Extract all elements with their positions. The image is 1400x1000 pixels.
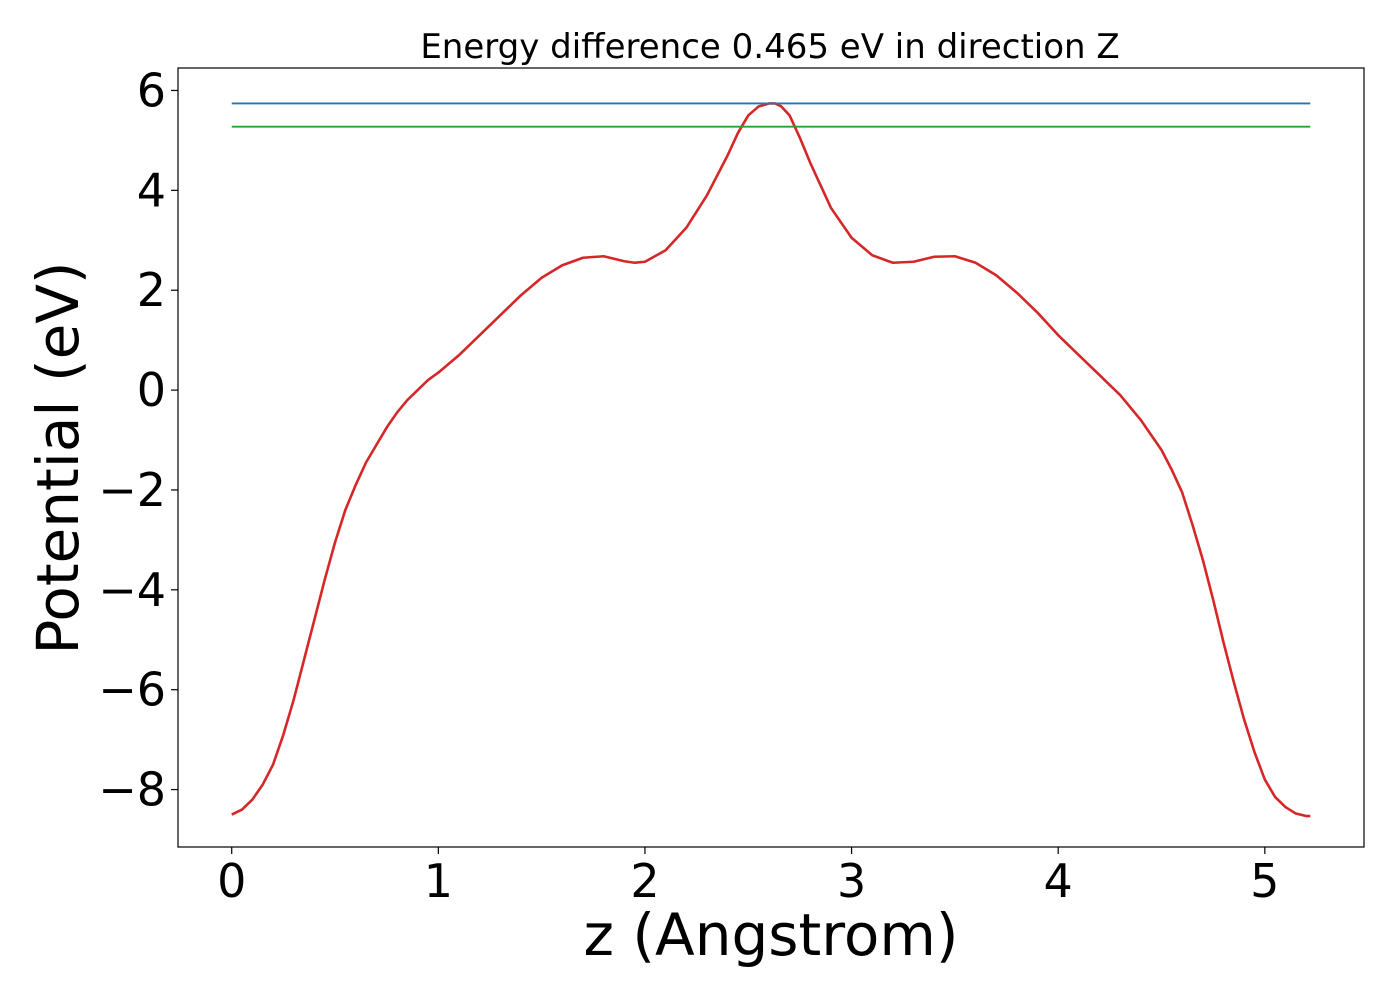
y-tick-label: −4	[98, 563, 166, 617]
y-axis-label: Potential (eV)	[24, 261, 92, 654]
y-tick-label: −6	[98, 663, 166, 717]
series-layer	[231, 102, 1311, 818]
y-tick-label: 4	[137, 163, 166, 217]
chart-title: Energy difference 0.465 eV in direction …	[420, 27, 1119, 67]
y-tick-label: −8	[98, 763, 166, 817]
x-tick-label: 5	[1250, 854, 1279, 908]
y-tick-label: 6	[137, 63, 166, 117]
y-tick-label: 2	[137, 263, 166, 317]
y-tick-label: 0	[137, 363, 166, 417]
x-axis-label: z (Angstrom)	[584, 901, 959, 969]
x-tick-label: 2	[630, 854, 659, 908]
x-tick-label: 1	[424, 854, 453, 908]
x-tick-label: 4	[1044, 854, 1073, 908]
plot-frame	[177, 67, 1365, 848]
x-tick-label: 3	[837, 854, 866, 908]
y-axis-ticks: −8 −6 −4 −2 0 2 4 6	[98, 63, 178, 817]
y-tick-label: −2	[98, 463, 166, 517]
x-axis-ticks: 0 1 2 3 4 5	[217, 847, 1279, 908]
x-tick-label: 0	[217, 854, 246, 908]
